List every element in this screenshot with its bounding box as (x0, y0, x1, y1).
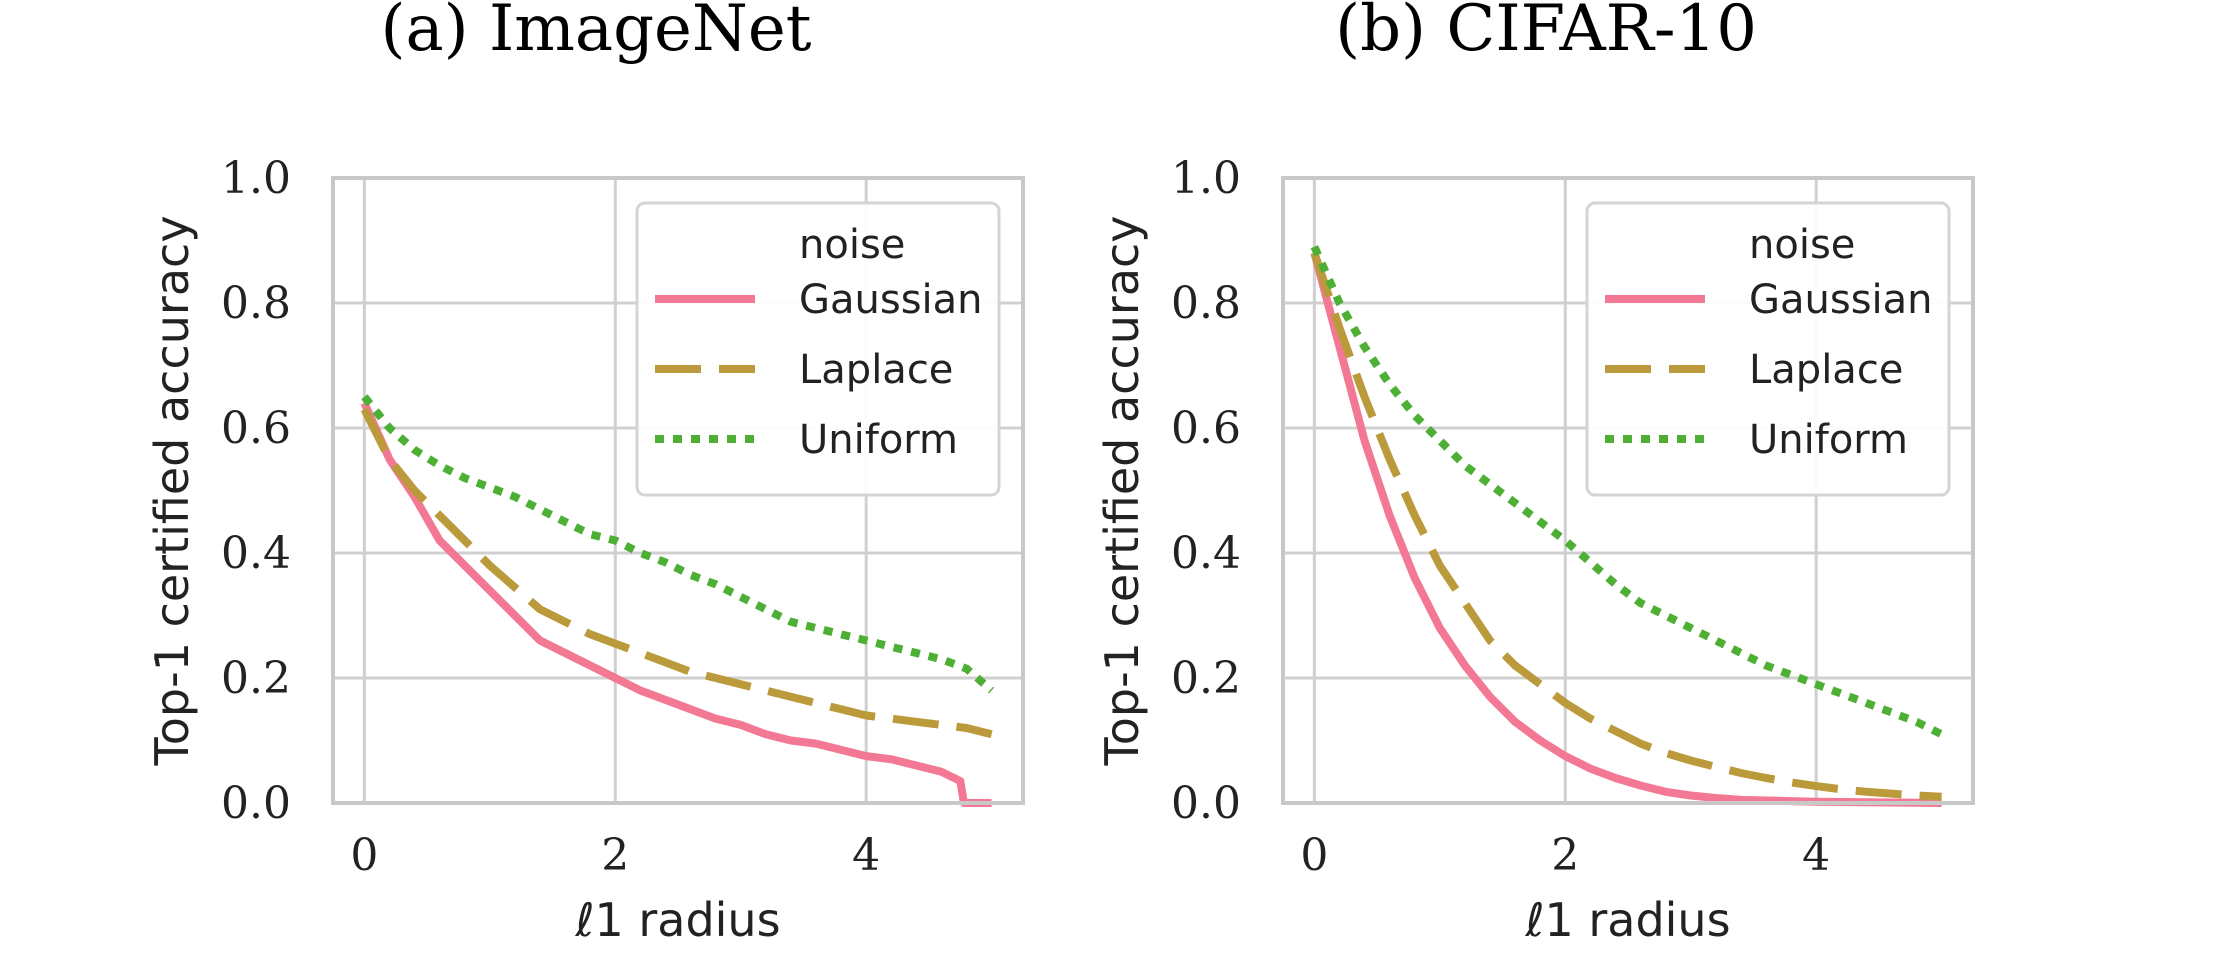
x-tick-label: 2 (1551, 830, 1579, 881)
series-line-uniform (361, 394, 995, 694)
x-tick-label: 2 (601, 830, 629, 881)
legend-box (635, 201, 1001, 497)
y-tick-label: 0.0 (221, 778, 291, 829)
x-axis-label: ℓ1 radius (574, 893, 780, 947)
series-line-gaussian (1310, 251, 1942, 807)
y-tick-label: 0.0 (1171, 778, 1241, 829)
x-tick-label: 4 (1802, 830, 1830, 881)
legend: noise Gaussian Laplace Uniform (1585, 201, 1951, 497)
y-tick-label: 0.2 (221, 653, 291, 704)
x-axis-label: ℓ1 radius (1524, 893, 1730, 947)
y-tick-label: 0.8 (221, 278, 291, 329)
y-tick-label: 0.6 (1171, 403, 1241, 454)
chart-panel-1: (a) ImageNet 0.0 0.2 0.4 0.6 0.8 1.0 0 2 4 ℓ1 radi… (145, 0, 1025, 947)
x-tick-label: 4 (852, 830, 880, 881)
y-axis-label: Top-1 certified accuracy (1095, 215, 1149, 766)
y-tick-label: 0.8 (1171, 278, 1241, 329)
chart-title: (b) CIFAR-10 (1335, 0, 1757, 66)
legend-label-uniform: Uniform (1749, 417, 1908, 463)
chart-title: (a) ImageNet (381, 0, 812, 66)
legend-title: noise (1749, 222, 1855, 268)
series-line-laplace (1310, 251, 1942, 801)
legend-box (1585, 201, 1951, 497)
legend-label-uniform: Uniform (799, 417, 958, 463)
y-tick-label: 0.6 (221, 403, 291, 454)
series-line-gaussian (360, 401, 992, 807)
y-tick-label: 0.4 (1171, 528, 1241, 579)
y-tick-label: 1.0 (1171, 153, 1241, 204)
legend-label-gaussian: Gaussian (799, 277, 983, 323)
y-tick-label: 0.2 (1171, 653, 1241, 704)
x-tick-label: 0 (1300, 830, 1328, 881)
series-line-uniform (1310, 245, 1944, 738)
chart-panel-2: (b) CIFAR-10 0.0 0.2 0.4 0.6 0.8 1.0 0 2 4 ℓ1 radi… (1095, 0, 1975, 947)
plot-frame (331, 176, 1025, 805)
y-tick-label: 1.0 (221, 153, 291, 204)
y-axis-label: Top-1 certified accuracy (145, 215, 199, 766)
y-tick-label: 0.4 (221, 528, 291, 579)
legend-title: noise (799, 222, 905, 268)
x-tick-label: 0 (350, 830, 378, 881)
legend-label-laplace: Laplace (1749, 347, 1903, 393)
series-line-laplace (360, 407, 993, 739)
legend-label-laplace: Laplace (799, 347, 953, 393)
legend-label-gaussian: Gaussian (1749, 277, 1933, 323)
legend: noise Gaussian Laplace Uniform (635, 201, 1001, 497)
plot-frame (1281, 176, 1975, 805)
